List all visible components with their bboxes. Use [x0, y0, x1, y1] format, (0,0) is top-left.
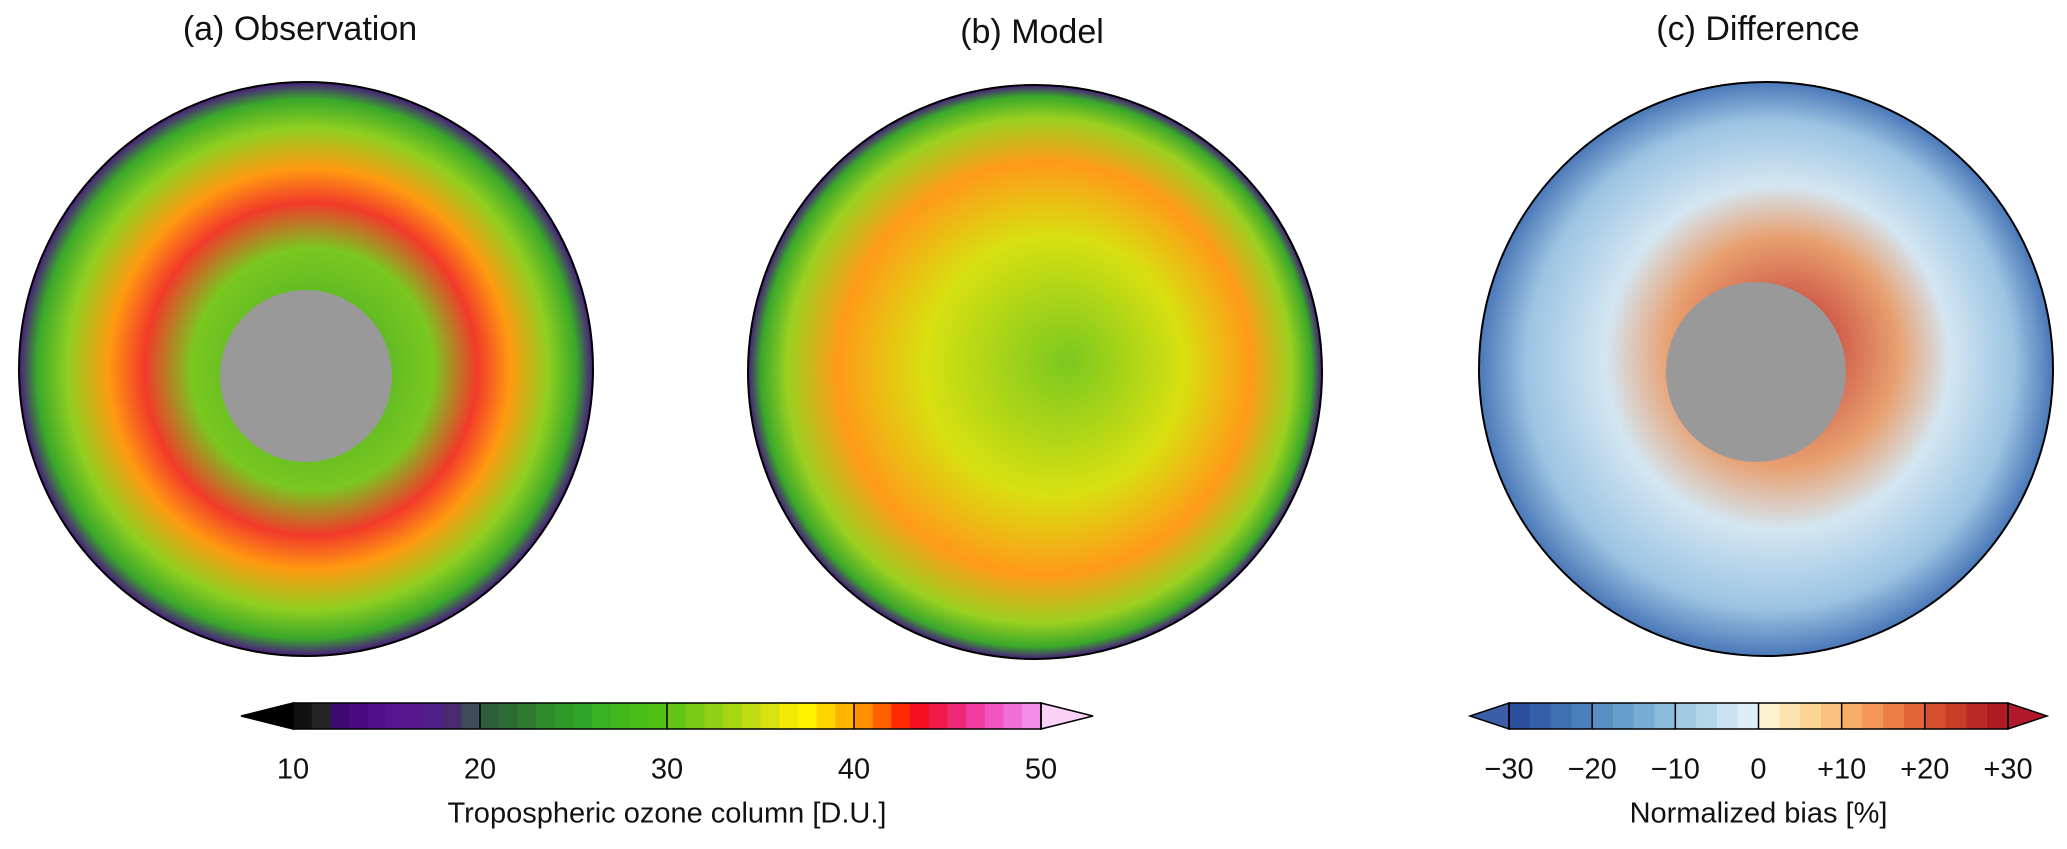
- colorbar-tick-label: 0: [1750, 754, 1766, 786]
- colorbar-segment: [349, 703, 369, 729]
- colorbar-segment: [1592, 703, 1614, 729]
- colorbar-segment: [1571, 703, 1593, 729]
- colorbar-extend-low: [240, 702, 294, 730]
- colorbar-segment: [854, 703, 874, 729]
- colorbar-segment: [423, 703, 444, 729]
- colorbar-segment: [928, 703, 948, 729]
- colorbar-tick-label: 50: [1025, 754, 1057, 786]
- colorbar-segment: [1003, 703, 1023, 729]
- colorbar-tick-label: −30: [1484, 754, 1533, 786]
- colorbar-segment: [554, 703, 574, 729]
- colorbar-segment: [1529, 703, 1552, 729]
- colorbar-segment: [442, 703, 462, 729]
- colorbar-segment: [1862, 703, 1884, 729]
- colorbar-tick-label: 10: [277, 754, 309, 786]
- colorbar-segment: [330, 703, 350, 729]
- colorbar-segment: [1509, 703, 1531, 729]
- colorbar-extend-high: [2007, 701, 2050, 731]
- panel-title: (a) Observation: [183, 10, 417, 48]
- colorbar-segment: [1737, 703, 1759, 729]
- colorbar-tick-label: +30: [1983, 754, 2032, 786]
- colorbar-segment: [405, 703, 425, 729]
- colorbar-label: Tropospheric ozone column [D.U.]: [448, 798, 887, 830]
- colorbar-segment: [386, 703, 406, 729]
- colorbar-segment: [1696, 703, 1718, 729]
- colorbar-segment: [367, 703, 387, 729]
- colorbar-segment: [293, 703, 313, 729]
- colorbar-segment: [1966, 703, 1988, 729]
- polar-mask: [1666, 282, 1846, 462]
- colorbar-segment: [966, 703, 986, 729]
- polar-mask: [220, 290, 392, 462]
- colorbar-segment: [910, 703, 930, 729]
- colorbar-segment: [1654, 703, 1676, 729]
- colorbar-segment: [685, 703, 705, 729]
- colorbar-segment: [480, 703, 500, 729]
- colorbar-segment: [779, 703, 799, 729]
- colorbar-tick-label: +20: [1900, 754, 1949, 786]
- panel-title: (b) Model: [960, 13, 1104, 51]
- colorbar-tick-label: −20: [1568, 754, 1617, 786]
- colorbar-label: Normalized bias [%]: [1630, 798, 1888, 830]
- colorbar-segment: [573, 703, 593, 729]
- colorbar-segment: [1633, 703, 1656, 729]
- colorbar-segment: [1820, 703, 1843, 729]
- panel-title: (c) Difference: [1656, 10, 1859, 48]
- colorbar-segment: [1945, 703, 1967, 729]
- colorbar-segment: [1779, 703, 1801, 729]
- colorbar-segment: [517, 703, 537, 729]
- colorbar-tick-label: 30: [651, 754, 683, 786]
- colorbar-segment: [1550, 703, 1572, 729]
- colorbar-segment: [1758, 703, 1780, 729]
- colorbar-segment: [741, 703, 761, 729]
- colorbar-tick-label: −10: [1651, 754, 1700, 786]
- colorbar-segment: [1675, 703, 1697, 729]
- colorbar-segment: [311, 703, 331, 729]
- colorbar-segment: [1904, 703, 1926, 729]
- colorbar-segment: [1924, 703, 1947, 729]
- colorbar-segment: [610, 703, 631, 729]
- colorbar-segment: [723, 703, 743, 729]
- colorbar-segment: [1987, 703, 2009, 729]
- colorbar-segment: [592, 703, 612, 729]
- colorbar-tick-label: 20: [464, 754, 496, 786]
- colorbar-segment: [498, 703, 518, 729]
- colorbar-segment: [947, 703, 967, 729]
- colorbar-segment: [1883, 703, 1905, 729]
- map-model: [747, 84, 1323, 660]
- colorbar-segment: [1716, 703, 1739, 729]
- colorbar-segment: [1841, 703, 1863, 729]
- colorbar-segment: [835, 703, 855, 729]
- colorbar-segment: [536, 703, 556, 729]
- colorbar-segment: [891, 703, 911, 729]
- colorbar-segment: [704, 703, 724, 729]
- colorbar-tick-label: +10: [1817, 754, 1866, 786]
- colorbar-segment: [760, 703, 780, 729]
- colorbar-segment: [461, 703, 481, 729]
- colorbar-segment: [984, 703, 1005, 729]
- colorbar-extend-low: [1467, 701, 1510, 731]
- colorbar-segment: [1612, 703, 1635, 729]
- colorbar-segment: [797, 703, 818, 729]
- colorbar-extend-high: [1040, 702, 1094, 730]
- colorbar-tick-label: 40: [838, 754, 870, 786]
- colorbar-segment: [816, 703, 836, 729]
- colorbar-segment: [667, 703, 687, 729]
- colorbar-segment: [629, 703, 649, 729]
- colorbar-segment: [1800, 703, 1822, 729]
- colorbar-segment: [872, 703, 892, 729]
- colorbar-segment: [648, 703, 668, 729]
- colorbar-segment: [1022, 703, 1042, 729]
